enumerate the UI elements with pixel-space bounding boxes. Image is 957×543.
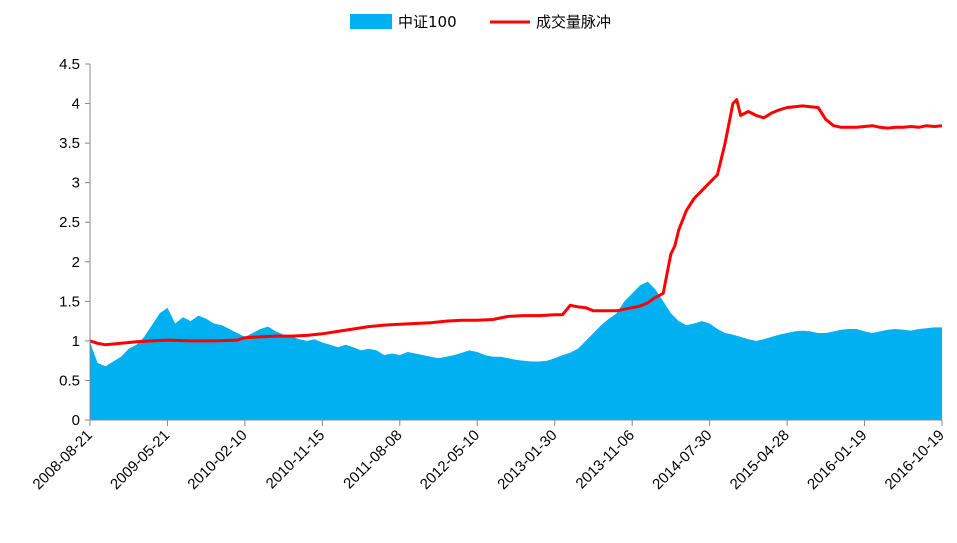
y-tick-label: 1.5 <box>59 293 80 310</box>
x-tick-label: 2016-10-19 <box>882 427 948 493</box>
x-tick-label: 2013-11-06 <box>573 427 638 492</box>
x-tick-label: 2014-07-30 <box>649 427 715 493</box>
y-tick-label: 1 <box>72 333 80 350</box>
y-tick-label: 2 <box>72 254 80 271</box>
series-volume-pulse-line <box>89 98 943 347</box>
y-tick-label: 3 <box>72 175 80 192</box>
x-tick-label: 2012-05-10 <box>417 427 483 493</box>
x-tick-label: 2011-08-08 <box>340 427 405 492</box>
x-tick-label: 2010-02-10 <box>184 427 250 493</box>
plot-area <box>89 98 943 420</box>
legend-label-csi100: 中证100 <box>398 13 457 31</box>
legend-label-volume-pulse: 成交量脉冲 <box>536 13 611 31</box>
axes: 0 0.5 1 1.5 2 2.5 3 3.5 4 4.5 2008-08-21 2009-05-2… <box>30 56 948 493</box>
y-tick-label: 4 <box>72 96 80 113</box>
legend-swatch-csi100 <box>350 14 392 29</box>
x-tick-label: 2010-11-15 <box>263 427 328 492</box>
x-tick-label: 2008-08-21 <box>30 427 96 493</box>
y-tick-label: 0 <box>72 412 80 429</box>
x-tick-label: 2016-01-19 <box>804 427 870 493</box>
x-tick-label: 2015-04-28 <box>727 427 793 493</box>
y-tick-label: 0.5 <box>59 372 80 389</box>
series-csi100-area <box>90 281 942 420</box>
legend: 中证100 成交量脉冲 <box>350 13 611 31</box>
y-tick-label: 3.5 <box>59 135 80 152</box>
y-tick-label: 4.5 <box>59 56 80 73</box>
x-tick-label: 2009-05-21 <box>107 427 173 493</box>
y-tick-label: 2.5 <box>59 214 80 231</box>
x-tick-label: 2013-01-30 <box>494 427 560 493</box>
